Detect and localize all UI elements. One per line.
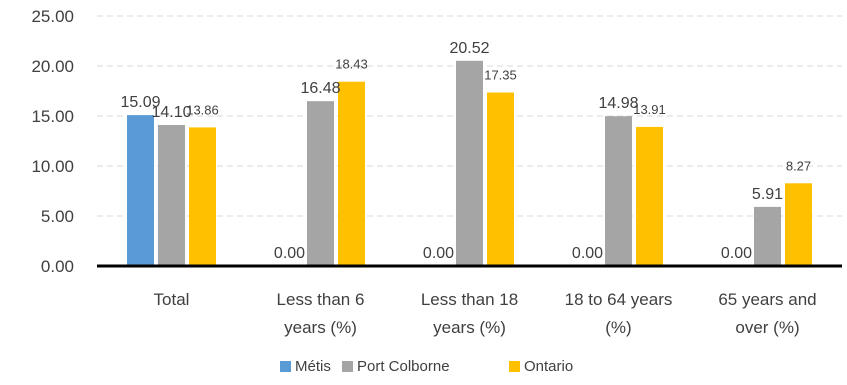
bar-port-colborne <box>158 125 185 266</box>
bar-ontario <box>487 92 514 266</box>
legend-swatch <box>509 361 520 372</box>
legend: Métis Port Colborne Ontario <box>280 358 573 375</box>
x-tick-label: over (%) <box>735 318 799 337</box>
data-label: 18.43 <box>335 57 368 72</box>
data-label: 5.91 <box>752 186 783 203</box>
y-tick-label: 20.00 <box>31 57 74 76</box>
y-tick-label: 5.00 <box>41 207 74 226</box>
data-label: 0.00 <box>572 245 603 262</box>
bars <box>127 60 812 267</box>
bar-port-colborne <box>605 116 632 266</box>
y-tick-label: 0.00 <box>41 257 74 276</box>
legend-label: Ontario <box>524 358 573 375</box>
y-tick-label: 15.00 <box>31 107 74 126</box>
bar-port-colborne <box>456 60 483 266</box>
data-label: 0.00 <box>423 245 454 262</box>
data-label: 17.35 <box>484 68 517 83</box>
x-axis: Total Less than 6 years (%) Less than 18 yea… <box>154 290 817 337</box>
bar-port-colborne <box>307 101 334 266</box>
x-tick-label: Less than 18 <box>421 290 518 309</box>
legend-swatch <box>342 361 353 372</box>
data-label: 0.00 <box>721 245 752 262</box>
bar-ontario <box>189 127 216 267</box>
y-tick-label: 25.00 <box>31 7 74 26</box>
data-label: 20.52 <box>449 40 489 57</box>
bar-ontario <box>338 81 365 266</box>
bar-ontario <box>636 126 663 267</box>
legend-label: Métis <box>295 358 331 375</box>
data-label: 13.86 <box>186 102 219 117</box>
legend-swatch <box>280 361 291 372</box>
data-label: 14.10 <box>151 104 191 121</box>
bar-port-colborne <box>754 206 781 266</box>
x-tick-label: (%) <box>605 318 631 337</box>
x-tick-label: 65 years and <box>718 290 816 309</box>
x-tick-label: Less than 6 <box>277 290 365 309</box>
data-label: 8.27 <box>786 158 811 173</box>
bar-m-tis <box>127 115 154 266</box>
data-label: 14.98 <box>598 95 638 112</box>
y-tick-label: 10.00 <box>31 157 74 176</box>
x-tick-label: Total <box>154 290 190 309</box>
x-tick-label: years (%) <box>433 318 506 337</box>
legend-label: Port Colborne <box>357 358 450 375</box>
x-tick-label: years (%) <box>284 318 357 337</box>
data-label: 16.48 <box>300 80 340 97</box>
bar-ontario <box>785 183 812 266</box>
x-tick-label: 18 to 64 years <box>565 290 673 309</box>
data-label: 13.91 <box>633 102 666 117</box>
data-label: 0.00 <box>274 245 305 262</box>
y-axis: 0.00 5.00 10.00 15.00 20.00 25.00 <box>31 7 74 276</box>
data-label: 15.09 <box>120 94 160 111</box>
